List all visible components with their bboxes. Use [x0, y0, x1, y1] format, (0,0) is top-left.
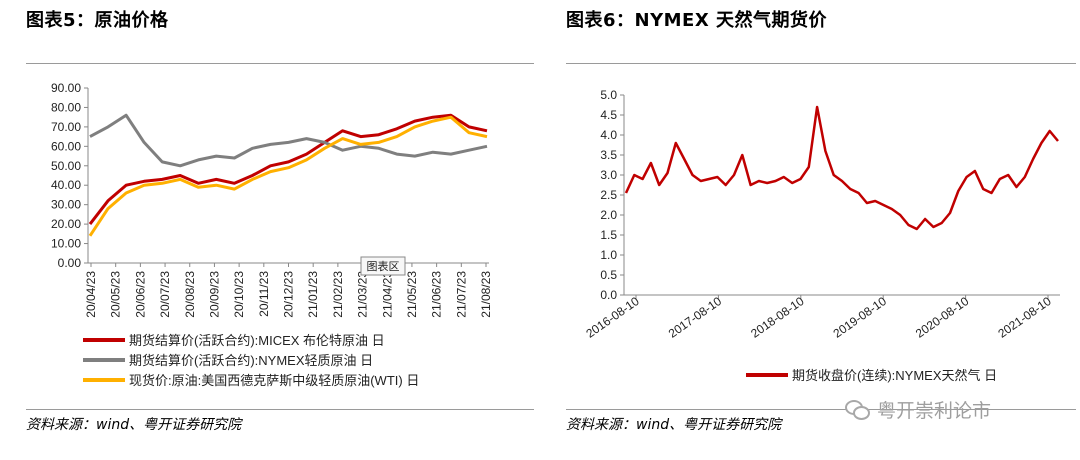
y-tick-label: 20.00 [51, 217, 81, 231]
y-tick-label: 1.5 [600, 228, 617, 242]
y-tick-label: 0.00 [58, 256, 82, 270]
series-line[interactable] [89, 113, 488, 168]
oil-price-chart[interactable]: 0.00 10.00 20.00 30.00 40.00 50.00 60.00 70.00 8… [26, 70, 534, 410]
x-tick-label: 21/05/23 [405, 271, 419, 318]
y-tick-label: 50.00 [51, 159, 81, 173]
x-tick-label: 20/11/23 [257, 271, 271, 317]
chart-area-tooltip [360, 256, 406, 276]
left-source-note: 资料来源：wind、粤开证券研究院 [26, 417, 242, 433]
y-tick-label: 40.00 [51, 178, 81, 192]
y-tick-label: 2.0 [600, 208, 617, 222]
y-tick-label: 2.5 [600, 188, 617, 202]
left-bottom-rule [26, 409, 534, 410]
x-tick-label: 2017-08-10 [666, 294, 725, 341]
y-tick-label: 0.0 [600, 288, 617, 302]
x-tick-label: 20/10/23 [232, 271, 246, 318]
legend-label: 期货收盘价(连续):NYMEX天然气 日 [792, 368, 997, 383]
y-tick-label: 3.0 [600, 168, 617, 182]
y-tick-label: 10.00 [51, 237, 81, 251]
y-tick-label: 4.5 [600, 108, 617, 122]
x-tick-label: 20/12/23 [282, 271, 296, 318]
legend-label: 期货结算价(活跃合约):NYMEX轻质原油 日 [129, 353, 373, 368]
x-tick-label: 21/01/23 [306, 271, 320, 318]
y-tick-label: 1.0 [600, 248, 617, 262]
y-tick-label: 60.00 [51, 139, 81, 153]
y-tick-label: 90.00 [51, 81, 81, 95]
y-tick-label: 30.00 [51, 198, 81, 212]
x-tick-label: 2021-08-10 [995, 294, 1054, 341]
legend-label: 现货价:原油:美国西德克萨斯中级轻质原油(WTI) 日 [129, 373, 419, 388]
x-tick-label: 21/03/23 [356, 271, 370, 318]
y-tick-label: 5.0 [600, 88, 617, 102]
y-tick-label: 80.00 [51, 100, 81, 114]
chart-area-tooltip-label: 图表区 [367, 259, 400, 273]
right-panel-title: 图表6：NYMEX 天然气期货价 [566, 10, 827, 31]
x-tick-label: 2019-08-10 [831, 294, 890, 341]
left-panel-title: 图表5：原油价格 [26, 10, 169, 31]
series-line[interactable] [624, 105, 1059, 231]
y-tick-label: 0.5 [600, 268, 617, 282]
x-tick-label: 21/04/23 [380, 271, 394, 318]
x-tick-label: 20/09/23 [207, 271, 221, 318]
x-tick-label: 21/08/23 [479, 271, 493, 318]
watermark-text: 粤开崇利论市 [877, 400, 992, 422]
left-top-rule [26, 63, 534, 64]
x-tick-label: 20/08/23 [183, 271, 197, 318]
y-tick-label: 3.5 [600, 148, 617, 162]
natgas-price-chart[interactable]: 0.00.51.01.52.02.53.03.54.04.55.0 2016-0… [566, 70, 1080, 410]
x-tick-label: 21/06/23 [430, 271, 444, 318]
series-line[interactable] [88, 113, 488, 226]
right-top-rule [566, 63, 1076, 64]
series-line[interactable] [88, 115, 488, 237]
x-tick-label: 20/07/23 [158, 271, 172, 318]
right-bottom-rule [566, 409, 1076, 410]
x-tick-label: 2018-08-10 [748, 294, 807, 341]
legend-label: 期货结算价(活跃合约):MICEX 布伦特原油 日 [129, 333, 385, 348]
y-tick-label: 4.0 [600, 128, 617, 142]
watermark: 粤开崇利论市 [845, 396, 991, 423]
wechat-icon [845, 399, 871, 420]
x-tick-label: 20/05/23 [109, 271, 123, 318]
x-tick-label: 20/04/23 [84, 271, 98, 318]
right-source-note: 资料来源：wind、粤开证券研究院 [566, 417, 782, 433]
y-tick-label: 70.00 [51, 120, 81, 134]
x-tick-label: 2020-08-10 [913, 294, 972, 341]
x-tick-label: 21/07/23 [454, 271, 468, 318]
x-tick-label: 20/06/23 [133, 271, 147, 318]
x-tick-label: 21/02/23 [331, 271, 345, 318]
